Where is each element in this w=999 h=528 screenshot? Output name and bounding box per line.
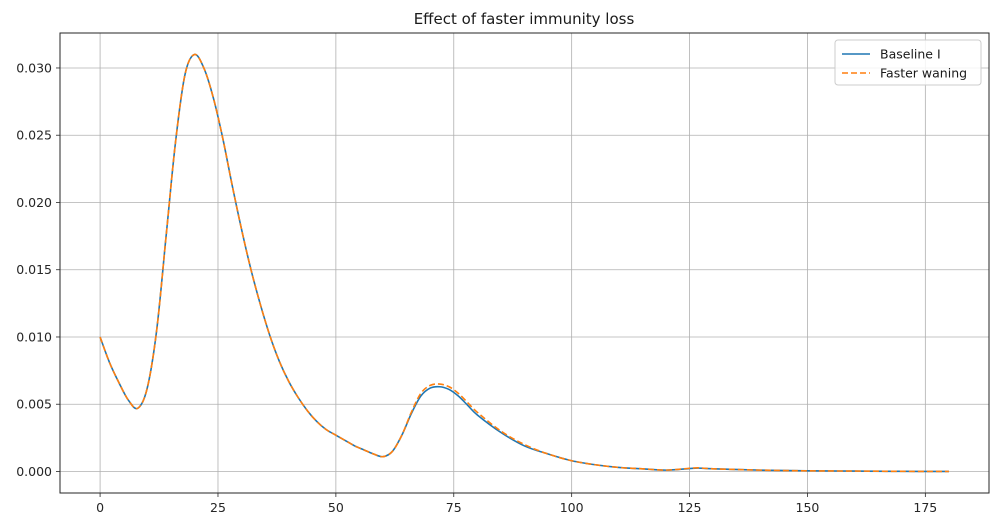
legend-label-2: Faster waning bbox=[880, 66, 967, 81]
y-tick-label: 0.000 bbox=[16, 464, 52, 479]
x-tick-label: 0 bbox=[96, 500, 104, 515]
series-line-2 bbox=[99, 53, 949, 473]
x-tick-label: 75 bbox=[446, 500, 462, 515]
x-tick-label: 125 bbox=[678, 500, 702, 515]
plot-frame bbox=[59, 32, 990, 494]
legend: Baseline I Faster waning bbox=[834, 39, 982, 86]
y-tick-label: 0.025 bbox=[16, 128, 52, 143]
legend-label-1: Baseline I bbox=[880, 47, 941, 62]
y-tick-label: 0.015 bbox=[16, 262, 52, 277]
legend-box bbox=[834, 39, 982, 86]
x-tick-label: 175 bbox=[913, 500, 937, 515]
x-tick-label: 150 bbox=[796, 500, 820, 515]
x-tick-label: 100 bbox=[560, 500, 584, 515]
y-tick-label: 0.005 bbox=[16, 397, 52, 412]
x-tick-label: 25 bbox=[210, 500, 226, 515]
y-tick-label: 0.030 bbox=[16, 60, 52, 75]
grid bbox=[60, 33, 989, 493]
y-tick-label: 0.010 bbox=[16, 329, 52, 344]
series-layer bbox=[99, 53, 949, 473]
y-tick-label: 0.020 bbox=[16, 195, 52, 210]
chart-title: Effect of faster immunity loss bbox=[414, 10, 635, 28]
x-tick-label: 50 bbox=[328, 500, 344, 515]
ticks: 0 25 50 75 100 125 150 175 0.000 0.005 0.010 0.015 0… bbox=[16, 60, 937, 515]
